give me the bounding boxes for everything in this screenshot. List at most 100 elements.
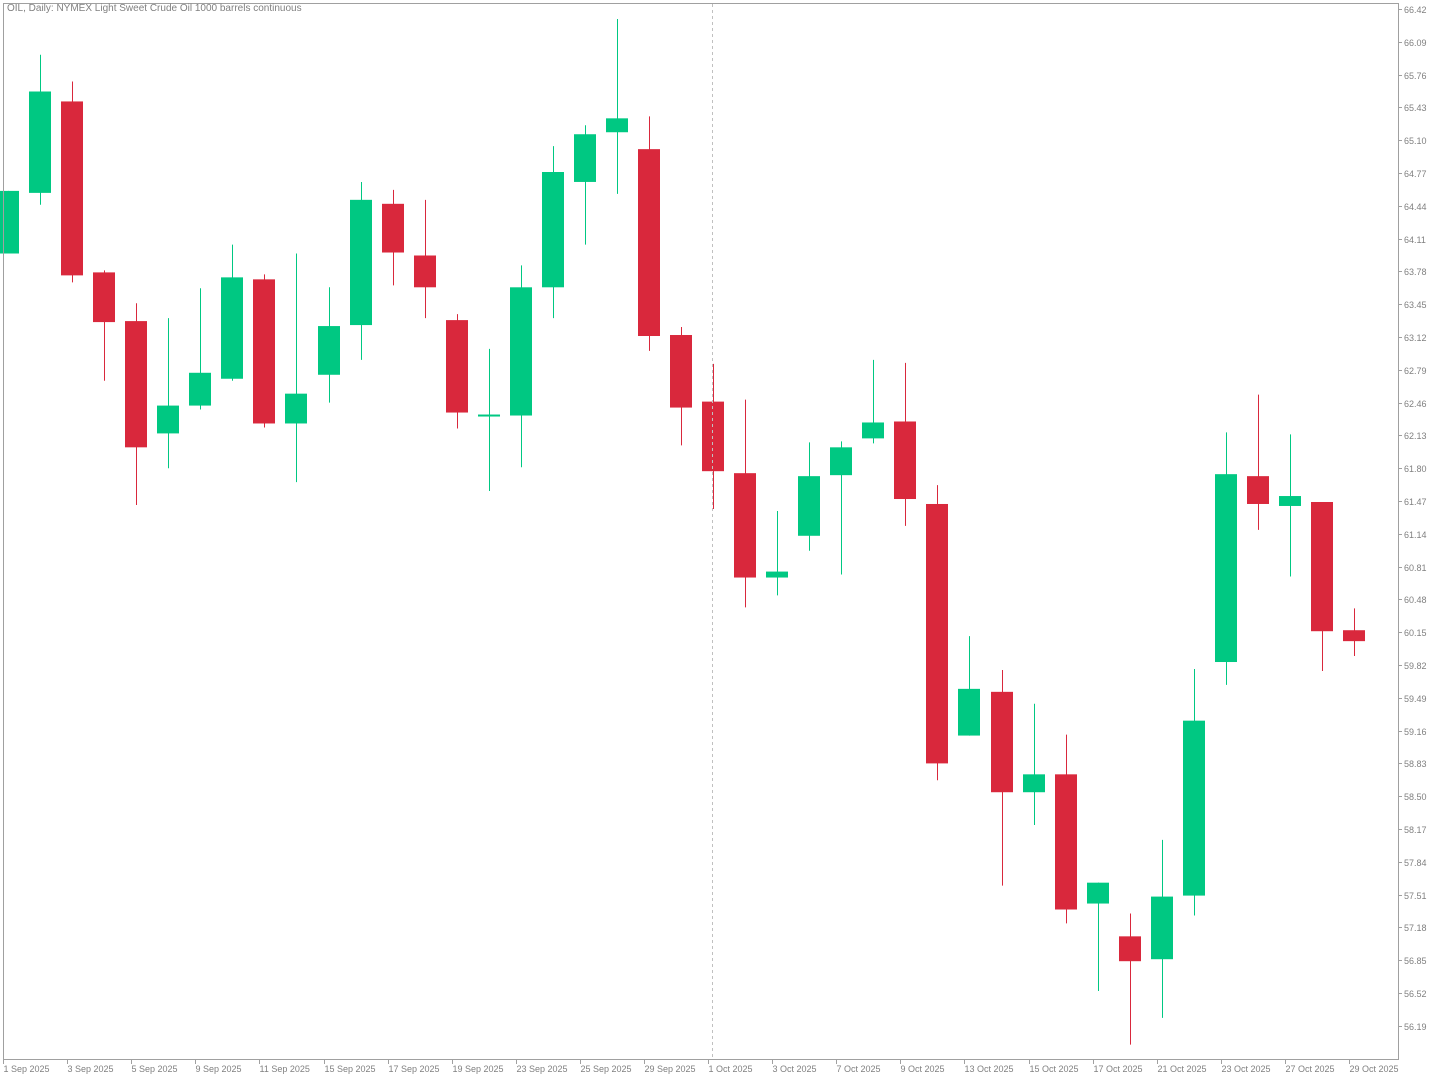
candle[interactable] bbox=[1023, 703, 1045, 826]
candle[interactable] bbox=[510, 265, 532, 468]
candle-body bbox=[157, 405, 179, 434]
candle-body bbox=[478, 414, 500, 417]
time-axis-labels: 1 Sep 2025 3 Sep 2025 5 Sep 2025 9 Sep 2025… bbox=[3, 1059, 1399, 1074]
candle-body bbox=[798, 476, 820, 536]
price-tick-label: 56.52 bbox=[1404, 989, 1427, 999]
time-tick-label: 5 Sep 2025 bbox=[132, 1064, 178, 1074]
time-tick-label: 23 Sep 2025 bbox=[517, 1064, 568, 1074]
candle[interactable] bbox=[1151, 839, 1173, 1018]
candle[interactable] bbox=[991, 669, 1013, 886]
candle[interactable] bbox=[894, 362, 916, 526]
candle[interactable] bbox=[766, 510, 788, 596]
candle-body bbox=[125, 321, 147, 448]
candle[interactable] bbox=[61, 81, 83, 283]
candle-body bbox=[1311, 501, 1333, 632]
candle-body bbox=[446, 320, 468, 413]
candle[interactable] bbox=[350, 181, 372, 360]
axes-layer bbox=[3, 3, 1399, 1060]
candle[interactable] bbox=[285, 253, 307, 483]
candle[interactable] bbox=[1247, 394, 1269, 530]
candle-body bbox=[862, 422, 884, 439]
candle[interactable] bbox=[1183, 668, 1205, 916]
candle[interactable] bbox=[446, 314, 468, 429]
candle[interactable] bbox=[1343, 608, 1365, 657]
candle[interactable] bbox=[926, 485, 948, 781]
time-tick-label: 29 Sep 2025 bbox=[645, 1064, 696, 1074]
candle-body bbox=[93, 272, 115, 323]
time-tick-label: 11 Sep 2025 bbox=[260, 1064, 310, 1074]
candle-body bbox=[830, 447, 852, 476]
price-tick-label: 56.19 bbox=[1404, 1022, 1427, 1032]
candle-body bbox=[542, 172, 564, 288]
price-tick-label: 64.77 bbox=[1404, 169, 1427, 179]
candle[interactable] bbox=[862, 359, 884, 444]
candle-body bbox=[1119, 936, 1141, 962]
candle-body bbox=[382, 203, 404, 253]
time-tick-label: 9 Sep 2025 bbox=[196, 1064, 242, 1074]
candle[interactable] bbox=[1087, 882, 1109, 992]
time-tick-label: 17 Oct 2025 bbox=[1094, 1064, 1143, 1074]
time-tick-label: 1 Oct 2025 bbox=[709, 1064, 753, 1074]
price-tick-label: 57.84 bbox=[1404, 858, 1427, 868]
candle-body bbox=[766, 571, 788, 578]
candle[interactable] bbox=[382, 189, 404, 286]
time-tick-label: 27 Oct 2025 bbox=[1286, 1064, 1335, 1074]
candle[interactable] bbox=[414, 199, 436, 319]
price-tick-label: 60.15 bbox=[1404, 628, 1427, 638]
candle[interactable] bbox=[93, 270, 115, 381]
candle[interactable] bbox=[29, 54, 51, 205]
candle[interactable] bbox=[798, 442, 820, 551]
candle-body bbox=[1183, 720, 1205, 896]
candle[interactable] bbox=[1311, 501, 1333, 671]
price-tick-label: 64.11 bbox=[1404, 235, 1426, 245]
price-tick-label: 58.17 bbox=[1404, 825, 1427, 835]
time-tick-label: 23 Oct 2025 bbox=[1222, 1064, 1271, 1074]
candle[interactable] bbox=[1279, 434, 1301, 577]
price-tick-label: 66.42 bbox=[1404, 5, 1427, 15]
candle[interactable] bbox=[221, 244, 243, 381]
candle-body bbox=[926, 503, 948, 764]
candle-body bbox=[606, 118, 628, 133]
candle[interactable] bbox=[478, 348, 500, 492]
chart-title: OIL, Daily: NYMEX Light Sweet Crude Oil … bbox=[7, 3, 302, 14]
price-tick-label: 59.49 bbox=[1404, 694, 1427, 704]
candle[interactable] bbox=[1055, 734, 1077, 924]
candle[interactable] bbox=[125, 303, 147, 505]
candle[interactable] bbox=[253, 274, 275, 428]
candle[interactable] bbox=[1119, 913, 1141, 1045]
candle[interactable] bbox=[670, 327, 692, 446]
candle[interactable] bbox=[638, 116, 660, 351]
candle[interactable] bbox=[606, 18, 628, 194]
time-tick-label: 13 Oct 2025 bbox=[965, 1064, 1014, 1074]
candle-body bbox=[221, 277, 243, 379]
candle[interactable] bbox=[830, 441, 852, 575]
price-tick-label: 57.18 bbox=[1404, 923, 1427, 933]
candle[interactable] bbox=[542, 146, 564, 319]
candle[interactable] bbox=[318, 287, 340, 403]
price-tick-label: 60.48 bbox=[1404, 595, 1427, 605]
candle[interactable] bbox=[0, 190, 19, 254]
candle-body bbox=[61, 101, 83, 276]
candle[interactable] bbox=[958, 636, 980, 736]
price-tick-label: 63.78 bbox=[1404, 267, 1427, 277]
candle[interactable] bbox=[157, 318, 179, 469]
price-tick-label: 62.46 bbox=[1404, 399, 1427, 409]
candle-body bbox=[189, 372, 211, 406]
price-tick-label: 56.85 bbox=[1404, 956, 1427, 966]
price-tick-label: 57.51 bbox=[1404, 891, 1427, 901]
candle-body bbox=[1343, 630, 1365, 642]
candle[interactable] bbox=[734, 399, 756, 608]
candle[interactable] bbox=[574, 125, 596, 245]
time-tick-label: 3 Sep 2025 bbox=[68, 1064, 114, 1074]
price-tick-label: 59.16 bbox=[1404, 727, 1427, 737]
candle[interactable] bbox=[1215, 432, 1237, 685]
time-tick-label: 15 Sep 2025 bbox=[325, 1064, 376, 1074]
candle-body bbox=[670, 335, 692, 408]
price-tick-label: 66.09 bbox=[1404, 38, 1427, 48]
candle[interactable] bbox=[189, 288, 211, 410]
price-tick-label: 65.76 bbox=[1404, 71, 1427, 81]
candle-body bbox=[1087, 882, 1109, 904]
candles-layer bbox=[0, 18, 1365, 1045]
